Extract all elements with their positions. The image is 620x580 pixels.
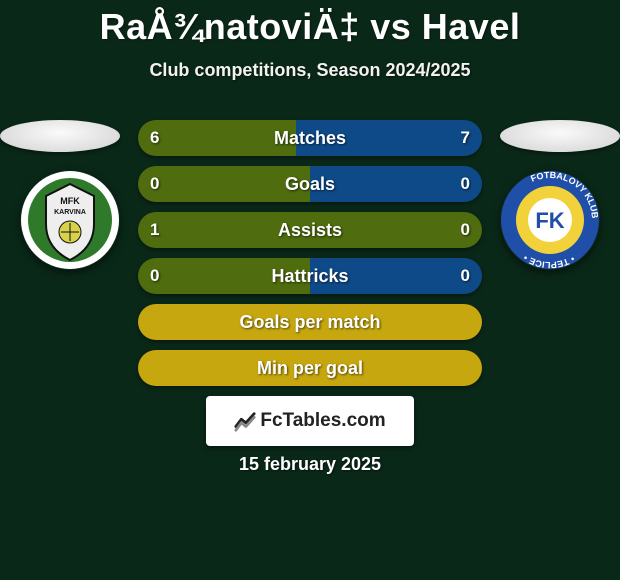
page-subtitle: Club competitions, Season 2024/2025: [0, 60, 620, 81]
stat-label: Min per goal: [138, 350, 482, 386]
stat-bar: Hattricks00: [138, 258, 482, 294]
stat-bar-left-fill: [138, 258, 310, 294]
svg-text:KARVINA: KARVINA: [54, 209, 86, 216]
stat-label: Goals per match: [138, 304, 482, 340]
date-label: 15 february 2025: [0, 454, 620, 475]
stats-comparison: Matches67 Goals00 Assists10 Hattricks00 Goal…: [138, 120, 482, 386]
right-player-avatar-placeholder: [500, 120, 620, 152]
svg-text:MFK: MFK: [60, 196, 80, 206]
stat-bar: Min per goal: [138, 350, 482, 386]
stat-bar-right-fill: [310, 258, 482, 294]
stat-bar: Goals00: [138, 166, 482, 202]
stat-bar-right-fill: [310, 166, 482, 202]
stat-bar: Matches67: [138, 120, 482, 156]
stat-bar: Assists10: [138, 212, 482, 248]
watermark: FcTables.com: [206, 396, 414, 446]
left-club-logo: MFK KARVINA: [20, 170, 120, 270]
right-club-logo: FKFOTBALOVY KLUB• TEPLICE •: [500, 170, 600, 270]
page-title: RaÅ¾natoviÄ‡ vs Havel: [0, 0, 620, 48]
stat-bar-right-fill: [296, 120, 482, 156]
stat-bar: Goals per match: [138, 304, 482, 340]
left-player-avatar-placeholder: [0, 120, 120, 152]
chart-icon: [234, 410, 256, 432]
watermark-text: FcTables.com: [260, 410, 385, 432]
svg-text:FK: FK: [535, 208, 564, 233]
stat-bar-left-fill: [138, 212, 482, 248]
stat-bar-left-fill: [138, 166, 310, 202]
stat-bar-left-fill: [138, 120, 296, 156]
